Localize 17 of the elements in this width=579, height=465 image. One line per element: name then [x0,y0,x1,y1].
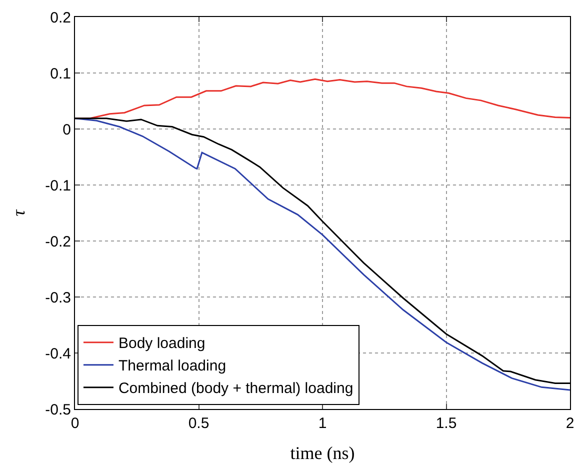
legend-label: Thermal loading [118,358,226,375]
y-tick-label: -0.5 [45,401,71,418]
x-tick-label: 2 [566,415,574,432]
y-tick-label: 0.2 [50,9,71,26]
y-tick-label: 0 [62,121,71,138]
y-tick-label: -0.4 [45,345,71,362]
y-axis-title: τ [8,209,28,216]
y-tick-label: -0.3 [45,289,71,306]
y-tick-label: -0.2 [45,233,71,250]
legend-label: Combined (body + thermal) loading [118,380,354,398]
x-tick-label: 1.5 [436,415,457,432]
legend-label: Body loading [118,335,206,352]
x-tick-label: 0.5 [188,415,210,432]
x-axis-title: time (ns) [290,443,355,464]
y-tick-label: -0.1 [45,177,71,194]
y-tick-label: 0.1 [50,65,71,82]
x-tick-label: 1 [318,415,327,432]
